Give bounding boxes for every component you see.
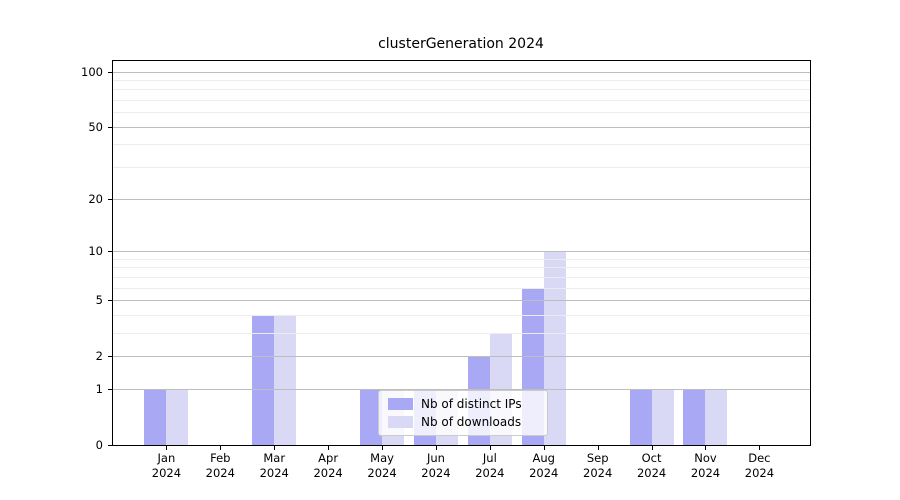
minor-gridline <box>113 79 810 81</box>
x-tick-label: Mar 2024 <box>259 451 289 480</box>
bar-downloads <box>705 388 728 445</box>
x-tick-label: Apr 2024 <box>313 451 343 480</box>
legend-swatch-distinct-ips-icon <box>388 398 413 410</box>
bar-downloads <box>651 388 674 445</box>
y-tick-label: 5 <box>95 292 103 307</box>
y-tick-label: 10 <box>88 243 103 258</box>
bar-distinct-ips <box>252 314 275 445</box>
minor-gridline <box>113 112 810 114</box>
minor-gridline <box>113 287 810 289</box>
y-tick-label: 100 <box>81 64 103 79</box>
legend-swatch-downloads-icon <box>388 416 413 428</box>
y-tick-mark <box>108 356 112 357</box>
x-tick-mark <box>759 446 760 450</box>
x-tick-mark <box>544 446 545 450</box>
minor-gridline <box>113 144 810 146</box>
x-tick-label: Aug 2024 <box>529 451 559 480</box>
y-tick-mark <box>108 72 112 73</box>
x-tick-mark <box>274 446 275 450</box>
bar-distinct-ips <box>683 388 706 445</box>
y-tick-mark <box>108 127 112 128</box>
x-tick-mark <box>166 446 167 450</box>
y-tick-label: 1 <box>95 381 103 396</box>
bar-distinct-ips <box>629 388 652 445</box>
minor-gridline <box>113 167 810 169</box>
major-gridline <box>113 388 810 390</box>
y-tick-label: 2 <box>95 349 103 364</box>
x-tick-label: Jan 2024 <box>151 451 182 480</box>
bar-distinct-ips <box>360 388 383 445</box>
y-tick-mark <box>108 251 112 252</box>
y-tick-mark <box>108 445 112 446</box>
plot-area <box>112 60 811 446</box>
legend-label: Nb of distinct IPs <box>421 397 522 411</box>
major-gridline <box>113 299 810 301</box>
x-tick-label: May 2024 <box>367 451 397 480</box>
x-tick-label: Sep 2024 <box>583 451 613 480</box>
major-gridline <box>113 198 810 200</box>
y-tick-label: 20 <box>88 191 103 206</box>
legend-label: Nb of downloads <box>421 415 522 429</box>
x-tick-label: Nov 2024 <box>690 451 721 480</box>
major-gridline <box>113 356 810 358</box>
major-gridline <box>113 250 810 252</box>
bar-downloads <box>166 388 189 445</box>
x-tick-label: Jun 2024 <box>421 451 451 480</box>
minor-gridline <box>113 332 810 334</box>
minor-gridline <box>113 267 810 269</box>
y-tick-label: 50 <box>88 119 103 134</box>
x-tick-mark <box>652 446 653 450</box>
minor-gridline <box>113 276 810 278</box>
x-tick-mark <box>490 446 491 450</box>
y-tick-mark <box>108 389 112 390</box>
x-tick-mark <box>598 446 599 450</box>
x-tick-label: Oct 2024 <box>636 451 667 480</box>
grid-layer <box>113 61 810 445</box>
legend-entry-downloads: Nb of downloads <box>388 415 538 429</box>
y-tick-mark <box>108 199 112 200</box>
x-tick-mark <box>328 446 329 450</box>
minor-gridline <box>113 89 810 91</box>
legend: Nb of distinct IPs Nb of downloads <box>378 390 548 436</box>
x-tick-mark <box>220 446 221 450</box>
bar-distinct-ips <box>144 388 167 445</box>
y-tick-mark <box>108 300 112 301</box>
x-tick-mark <box>436 446 437 450</box>
minor-gridline <box>113 258 810 260</box>
minor-gridline <box>113 100 810 102</box>
legend-entry-distinct-ips: Nb of distinct IPs <box>388 397 538 411</box>
y-tick-label: 0 <box>95 438 103 452</box>
minor-gridline <box>113 314 810 316</box>
bar-downloads <box>543 250 566 445</box>
x-tick-mark <box>705 446 706 450</box>
x-tick-label: Jul 2024 <box>475 451 505 480</box>
x-tick-label: Dec 2024 <box>744 451 775 480</box>
bar-downloads <box>274 314 297 445</box>
x-tick-mark <box>382 446 383 450</box>
major-gridline <box>113 71 810 73</box>
major-gridline <box>113 126 810 128</box>
chart-title: clusterGeneration 2024 <box>378 36 544 52</box>
x-tick-label: Feb 2024 <box>205 451 235 480</box>
